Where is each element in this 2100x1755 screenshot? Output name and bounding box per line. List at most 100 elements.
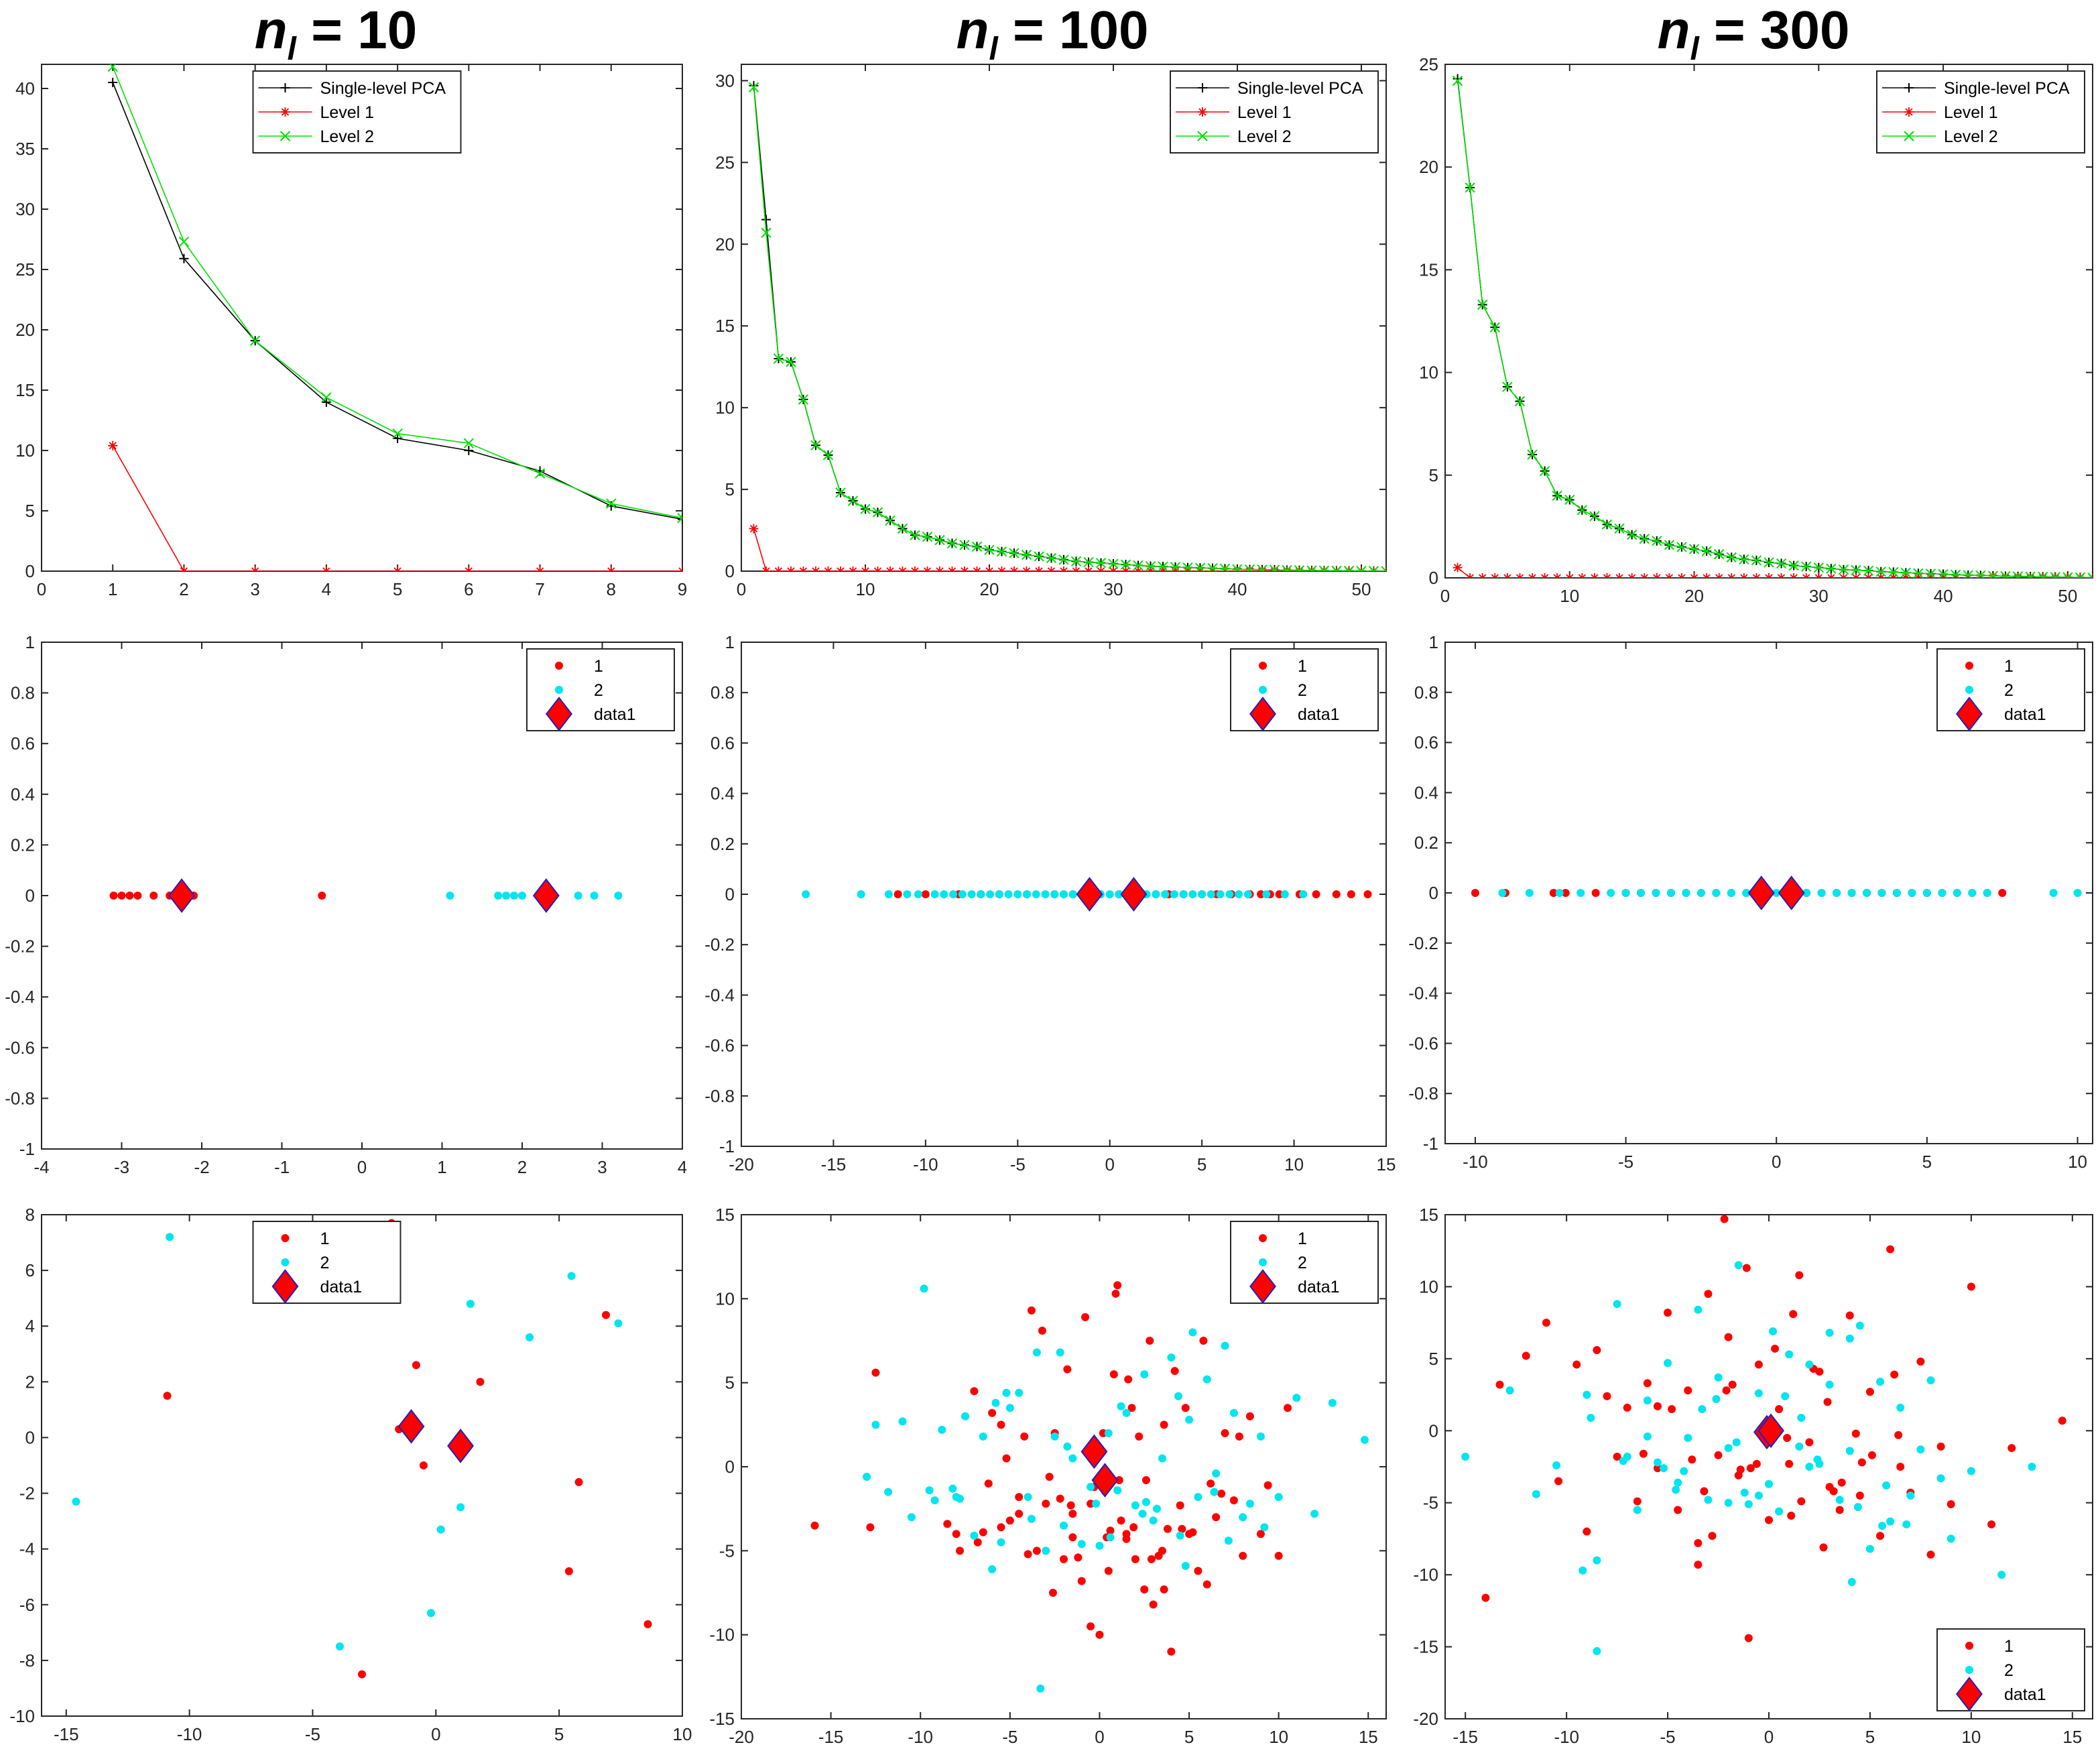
marker-x xyxy=(786,357,796,367)
marker-star xyxy=(1652,573,1662,578)
marker-x xyxy=(922,532,933,542)
scatter-point xyxy=(1740,1488,1749,1497)
marker-x xyxy=(946,538,958,549)
scatter-point xyxy=(1498,889,1507,897)
scatter-point xyxy=(1896,1463,1905,1471)
scatter-point xyxy=(1068,890,1077,898)
scatter-point xyxy=(1275,890,1284,898)
x-tick-label: 20 xyxy=(980,579,999,599)
x-tick-label: 0 xyxy=(1095,1727,1104,1747)
marker-plus xyxy=(108,78,118,87)
legend-label: Level 1 xyxy=(320,103,374,122)
marker-star xyxy=(1282,566,1292,571)
scatter-point xyxy=(590,892,599,900)
marker-x xyxy=(1851,564,1861,576)
scatter-point xyxy=(1042,1500,1050,1508)
scatter-point xyxy=(1653,1402,1662,1410)
marker-x xyxy=(1776,558,1787,569)
scatter-point xyxy=(938,1425,946,1434)
centroid-diamond xyxy=(1080,1434,1108,1469)
marker-x xyxy=(1331,565,1342,571)
scatter-point xyxy=(1081,1313,1090,1321)
marker-x xyxy=(1489,322,1501,332)
scatter-point xyxy=(1795,1442,1804,1451)
scatter-point xyxy=(1724,1333,1733,1341)
scatter-point xyxy=(1916,1445,1925,1454)
series-2 xyxy=(863,1284,1369,1693)
plot-area xyxy=(1461,1215,2066,1656)
scatter-point xyxy=(1152,1504,1161,1513)
scatter-point xyxy=(1926,1551,1935,1559)
legend-label: Level 2 xyxy=(1944,127,1998,146)
marker-star xyxy=(2038,573,2048,578)
scatter-point xyxy=(1829,1487,1838,1496)
marker-star xyxy=(1233,566,1242,571)
scatter-point xyxy=(1185,1415,1194,1424)
marker-x xyxy=(107,64,118,72)
scatter-point xyxy=(921,890,930,898)
y-tick-label: -5 xyxy=(1423,1493,1438,1513)
x-tick-label: 10 xyxy=(1961,1727,1981,1747)
scatter-point xyxy=(1865,1545,1874,1553)
marker-star xyxy=(1084,566,1093,571)
scatter-point xyxy=(1742,889,1751,897)
marker-x xyxy=(971,541,983,552)
scatter-point xyxy=(1221,1429,1229,1437)
scatter-point xyxy=(614,1319,623,1328)
scatter-point xyxy=(1163,1524,1172,1533)
scatter-point xyxy=(2058,1416,2066,1425)
marker-star xyxy=(1059,566,1068,571)
title-eq: = 300 xyxy=(1714,0,1850,60)
scatter-point xyxy=(1684,1434,1692,1443)
marker-star xyxy=(811,566,820,571)
scatter-point xyxy=(1765,1479,1773,1488)
scatter-point xyxy=(1621,889,1630,897)
scatter-point xyxy=(1613,1300,1621,1309)
legend: 1 2 data1 xyxy=(1936,1628,2085,1711)
scatter-point xyxy=(1170,890,1178,898)
scatter-point xyxy=(1048,1589,1057,1597)
scatter-point xyxy=(574,1477,583,1486)
y-tick-label: -10 xyxy=(1413,1565,1438,1585)
scatter-point xyxy=(940,890,948,898)
scatter-point xyxy=(1161,890,1170,898)
marker-x xyxy=(1888,566,1899,578)
marker-x xyxy=(1838,564,1849,575)
scatter-point xyxy=(920,1284,928,1293)
scatter-point xyxy=(1722,1386,1731,1395)
marker-x xyxy=(2000,570,2011,578)
x-tick-label: -15 xyxy=(1453,1727,1478,1747)
scatter-point xyxy=(943,1520,952,1528)
scatter-point xyxy=(1216,890,1225,898)
scatter-point xyxy=(1532,1490,1540,1498)
column-title-3: nl = 300 xyxy=(1418,0,2089,67)
marker-x xyxy=(1207,562,1218,571)
scatter-point xyxy=(1754,1360,1763,1369)
title-n: n xyxy=(1657,0,1690,60)
marker-star xyxy=(1826,573,1836,578)
marker-x xyxy=(1913,568,1924,578)
x-tick-label: -20 xyxy=(729,1154,754,1174)
marker-x xyxy=(321,392,332,403)
scatter-point xyxy=(1554,1477,1563,1486)
legend-label: Level 1 xyxy=(1237,103,1292,122)
scatter-point xyxy=(1212,1469,1221,1478)
marker-x xyxy=(910,530,920,541)
marker-star xyxy=(1515,573,1525,578)
scatter-point xyxy=(1593,1647,1601,1656)
x-tick-label: 5 xyxy=(1197,1154,1207,1174)
scatter-point xyxy=(1894,1431,1903,1439)
y-tick-label: 0 xyxy=(25,1427,35,1447)
scatter-point xyxy=(1263,1481,1272,1490)
y-tick-label: -1 xyxy=(19,1139,35,1159)
scatter-point xyxy=(1902,1520,1911,1528)
x-tick-label: -10 xyxy=(177,1724,202,1744)
legend: Single-level PCA Level 1 Level 2 xyxy=(1876,70,2085,154)
marker-x xyxy=(1343,565,1355,571)
series-level-1 xyxy=(108,440,682,571)
y-tick-label: 0.2 xyxy=(711,834,735,854)
marker-star xyxy=(1789,573,1799,578)
scatter-point xyxy=(1936,1442,1945,1451)
marker-x xyxy=(1614,523,1625,534)
y-tick-label: 10 xyxy=(15,440,35,461)
